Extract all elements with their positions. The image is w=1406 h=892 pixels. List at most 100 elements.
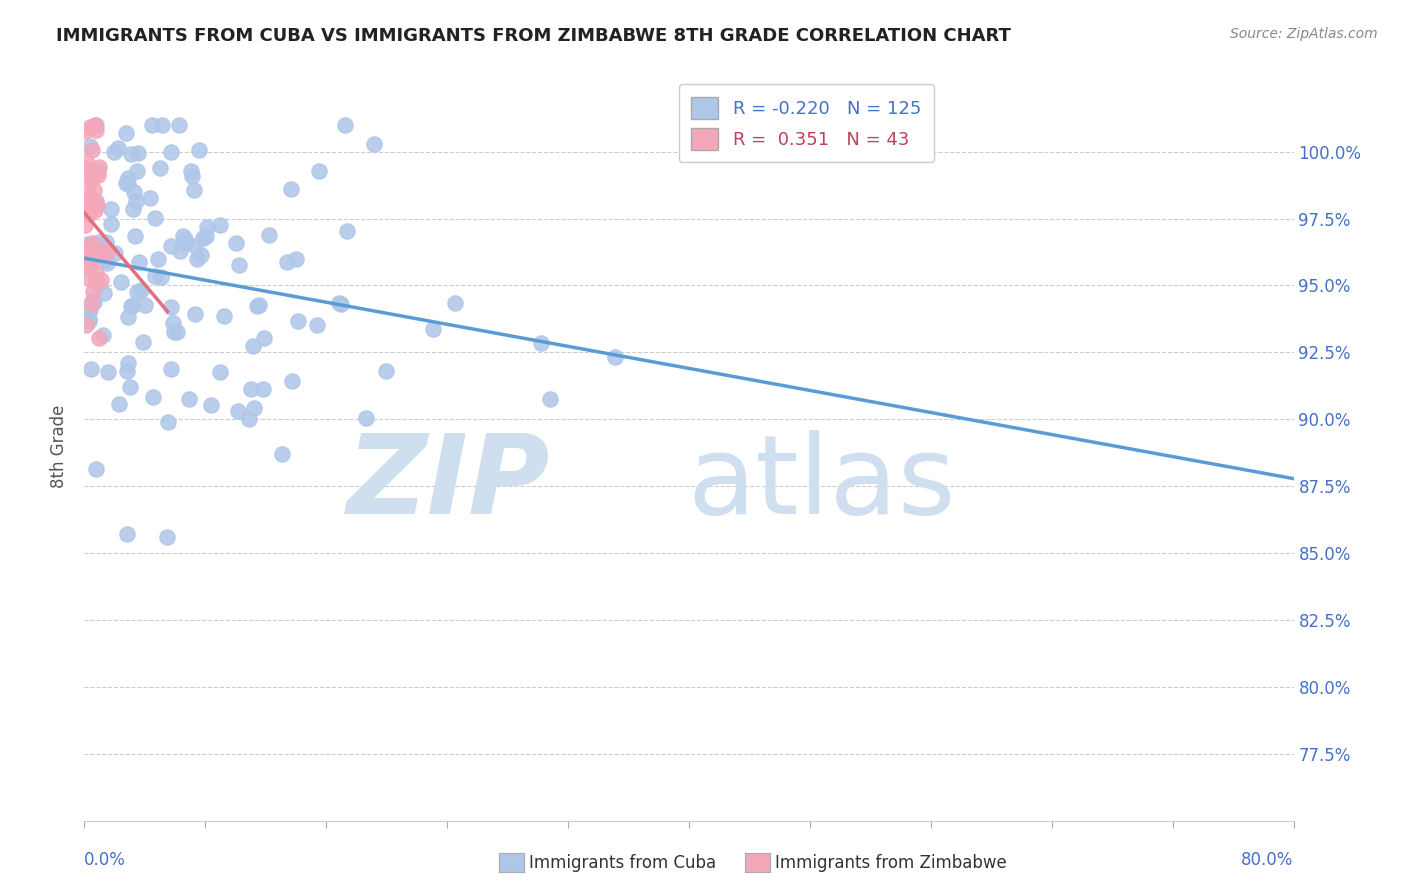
Point	[115, 527, 138, 541]
Point	[333, 118, 356, 132]
Point	[122, 202, 145, 216]
Point	[84, 118, 107, 132]
Point	[167, 118, 190, 132]
Point	[80, 297, 103, 311]
Point	[82, 172, 104, 186]
Point	[75, 153, 97, 168]
Text: Immigrants from Cuba: Immigrants from Cuba	[529, 854, 716, 871]
Point	[73, 218, 96, 232]
Point	[160, 145, 183, 159]
Point	[212, 309, 235, 323]
Point	[184, 238, 207, 252]
Point	[247, 298, 270, 312]
Point	[77, 311, 100, 326]
Point	[150, 118, 173, 132]
Point	[76, 179, 98, 194]
Point	[280, 182, 302, 196]
Point	[76, 193, 98, 207]
Point	[82, 284, 104, 298]
Point	[252, 382, 274, 396]
Point	[82, 244, 104, 258]
Point	[228, 258, 250, 272]
Point	[162, 316, 184, 330]
Point	[79, 163, 101, 178]
Point	[79, 194, 101, 208]
Point	[83, 183, 105, 197]
Point	[120, 147, 142, 161]
Point	[94, 253, 117, 268]
Point	[208, 365, 231, 379]
Point	[166, 325, 188, 339]
Point	[530, 335, 553, 350]
Point	[75, 318, 97, 333]
Point	[82, 293, 104, 308]
Point	[83, 118, 105, 132]
Point	[120, 299, 142, 313]
Point	[328, 295, 350, 310]
Point	[284, 252, 307, 266]
Point	[76, 237, 98, 252]
Point	[257, 228, 280, 243]
Point	[108, 397, 131, 411]
Point	[76, 248, 98, 262]
Point	[96, 245, 118, 260]
Point	[195, 219, 218, 234]
Point	[240, 383, 263, 397]
Point	[84, 194, 107, 209]
Point	[183, 183, 205, 197]
Point	[174, 235, 197, 250]
Point	[73, 161, 96, 175]
Point	[127, 146, 149, 161]
Point	[90, 272, 112, 286]
Point	[160, 239, 183, 253]
Point	[238, 412, 260, 426]
Point	[91, 327, 114, 342]
Point	[87, 169, 110, 183]
Point	[242, 339, 264, 353]
Text: 80.0%: 80.0%	[1241, 851, 1294, 869]
Point	[76, 200, 98, 214]
Point	[120, 380, 142, 394]
Point	[156, 415, 179, 429]
Point	[354, 411, 377, 425]
Point	[444, 295, 467, 310]
Point	[84, 203, 107, 218]
Text: atlas: atlas	[688, 430, 956, 537]
Point	[100, 217, 122, 231]
Point	[73, 260, 96, 274]
Point	[115, 127, 138, 141]
Point	[84, 266, 107, 280]
Point	[190, 247, 212, 261]
Point	[87, 235, 110, 250]
Point	[84, 122, 107, 136]
Point	[329, 297, 352, 311]
Point	[132, 334, 155, 349]
Point	[77, 313, 100, 327]
Point	[75, 248, 97, 262]
Point	[87, 277, 110, 291]
Point	[188, 144, 211, 158]
Point	[246, 299, 269, 313]
Point	[107, 141, 129, 155]
Point	[156, 530, 179, 544]
Point	[128, 255, 150, 269]
Point	[177, 392, 200, 406]
Point	[77, 195, 100, 210]
Point	[160, 361, 183, 376]
Point	[363, 137, 385, 152]
Point	[121, 299, 143, 313]
Point	[117, 356, 139, 370]
Point	[93, 286, 115, 301]
Point	[173, 232, 195, 246]
Point	[540, 392, 562, 406]
Text: 0.0%: 0.0%	[84, 851, 127, 869]
Point	[79, 361, 101, 376]
Point	[208, 218, 231, 232]
Point	[76, 254, 98, 268]
Point	[73, 124, 96, 138]
Point	[79, 258, 101, 272]
Point	[271, 447, 294, 461]
Point	[80, 236, 103, 251]
Point	[308, 163, 330, 178]
Point	[75, 205, 97, 219]
